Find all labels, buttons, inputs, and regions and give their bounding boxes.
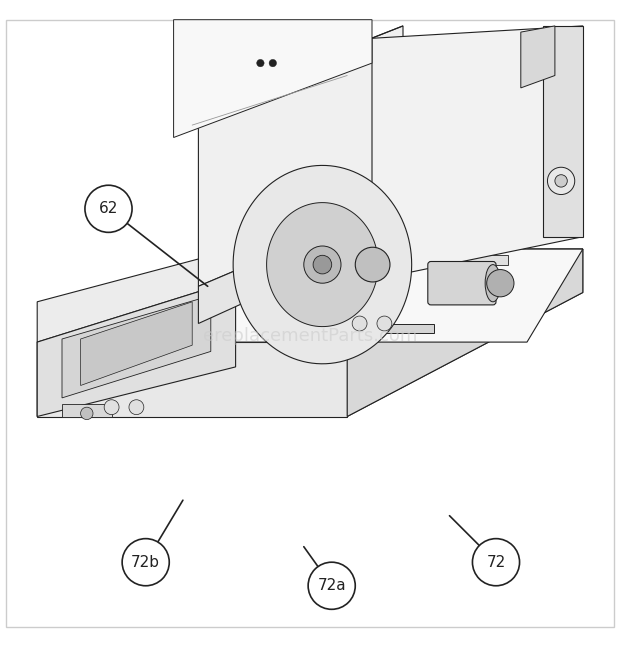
Polygon shape [267,203,378,327]
FancyBboxPatch shape [428,261,496,305]
Polygon shape [62,296,211,398]
Polygon shape [198,199,403,324]
Polygon shape [360,324,434,333]
Polygon shape [198,26,403,107]
Polygon shape [198,26,403,287]
Polygon shape [37,249,236,342]
Polygon shape [347,249,583,417]
Polygon shape [62,256,267,339]
Polygon shape [37,249,583,342]
Circle shape [472,539,520,586]
Circle shape [355,247,390,282]
Polygon shape [372,230,397,333]
Circle shape [129,400,144,415]
Text: 72a: 72a [317,578,346,593]
Circle shape [352,316,367,331]
Polygon shape [174,19,372,138]
Circle shape [269,60,277,67]
Polygon shape [521,26,555,88]
Polygon shape [267,256,508,265]
Circle shape [313,256,332,274]
Circle shape [555,175,567,187]
Polygon shape [37,249,583,417]
Circle shape [81,407,93,420]
Ellipse shape [485,265,501,302]
Text: 72b: 72b [131,554,160,570]
Circle shape [122,539,169,586]
Circle shape [304,246,341,283]
Circle shape [257,60,264,67]
Circle shape [547,168,575,195]
Text: 72: 72 [486,554,506,570]
Polygon shape [37,280,236,417]
Polygon shape [37,249,583,342]
Polygon shape [542,26,583,237]
Polygon shape [62,404,112,417]
Polygon shape [233,166,412,364]
Text: 62: 62 [99,201,118,216]
Circle shape [85,185,132,232]
Circle shape [104,400,119,415]
Circle shape [377,316,392,331]
Polygon shape [81,302,192,386]
Polygon shape [372,26,583,280]
Text: ereplacementParts.com: ereplacementParts.com [203,327,417,345]
Circle shape [308,562,355,609]
Polygon shape [37,342,347,417]
Circle shape [487,270,514,297]
